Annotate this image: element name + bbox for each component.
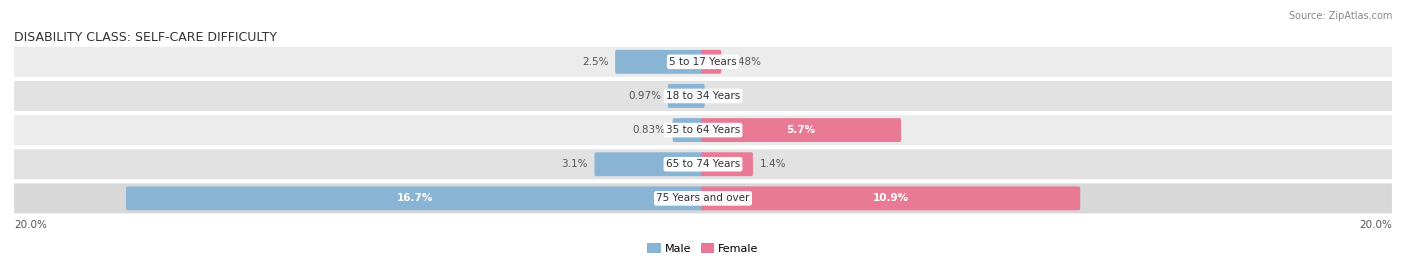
FancyBboxPatch shape [595,152,704,176]
Legend: Male, Female: Male, Female [647,243,759,254]
Text: 3.1%: 3.1% [561,159,588,169]
Text: 16.7%: 16.7% [396,193,433,203]
FancyBboxPatch shape [14,81,1392,111]
FancyBboxPatch shape [702,152,754,176]
FancyBboxPatch shape [702,118,901,142]
Text: Source: ZipAtlas.com: Source: ZipAtlas.com [1288,11,1392,21]
FancyBboxPatch shape [668,84,704,108]
Text: 1.4%: 1.4% [759,159,786,169]
FancyBboxPatch shape [127,186,704,210]
FancyBboxPatch shape [14,115,1392,145]
Text: 0.0%: 0.0% [711,91,738,101]
Text: 35 to 64 Years: 35 to 64 Years [666,125,740,135]
FancyBboxPatch shape [14,47,1392,77]
FancyBboxPatch shape [616,50,704,74]
FancyBboxPatch shape [702,50,721,74]
FancyBboxPatch shape [14,183,1392,213]
FancyBboxPatch shape [672,118,704,142]
Text: 5 to 17 Years: 5 to 17 Years [669,57,737,67]
Text: DISABILITY CLASS: SELF-CARE DIFFICULTY: DISABILITY CLASS: SELF-CARE DIFFICULTY [14,31,277,44]
Text: 5.7%: 5.7% [786,125,815,135]
Text: 65 to 74 Years: 65 to 74 Years [666,159,740,169]
FancyBboxPatch shape [702,186,1080,210]
Text: 0.83%: 0.83% [633,125,666,135]
Text: 75 Years and over: 75 Years and over [657,193,749,203]
Text: 20.0%: 20.0% [1360,220,1392,229]
Text: 10.9%: 10.9% [873,193,908,203]
Text: 2.5%: 2.5% [582,57,609,67]
Text: 20.0%: 20.0% [14,220,46,229]
Text: 0.97%: 0.97% [628,91,661,101]
Text: 18 to 34 Years: 18 to 34 Years [666,91,740,101]
Text: 0.48%: 0.48% [728,57,761,67]
FancyBboxPatch shape [14,149,1392,179]
